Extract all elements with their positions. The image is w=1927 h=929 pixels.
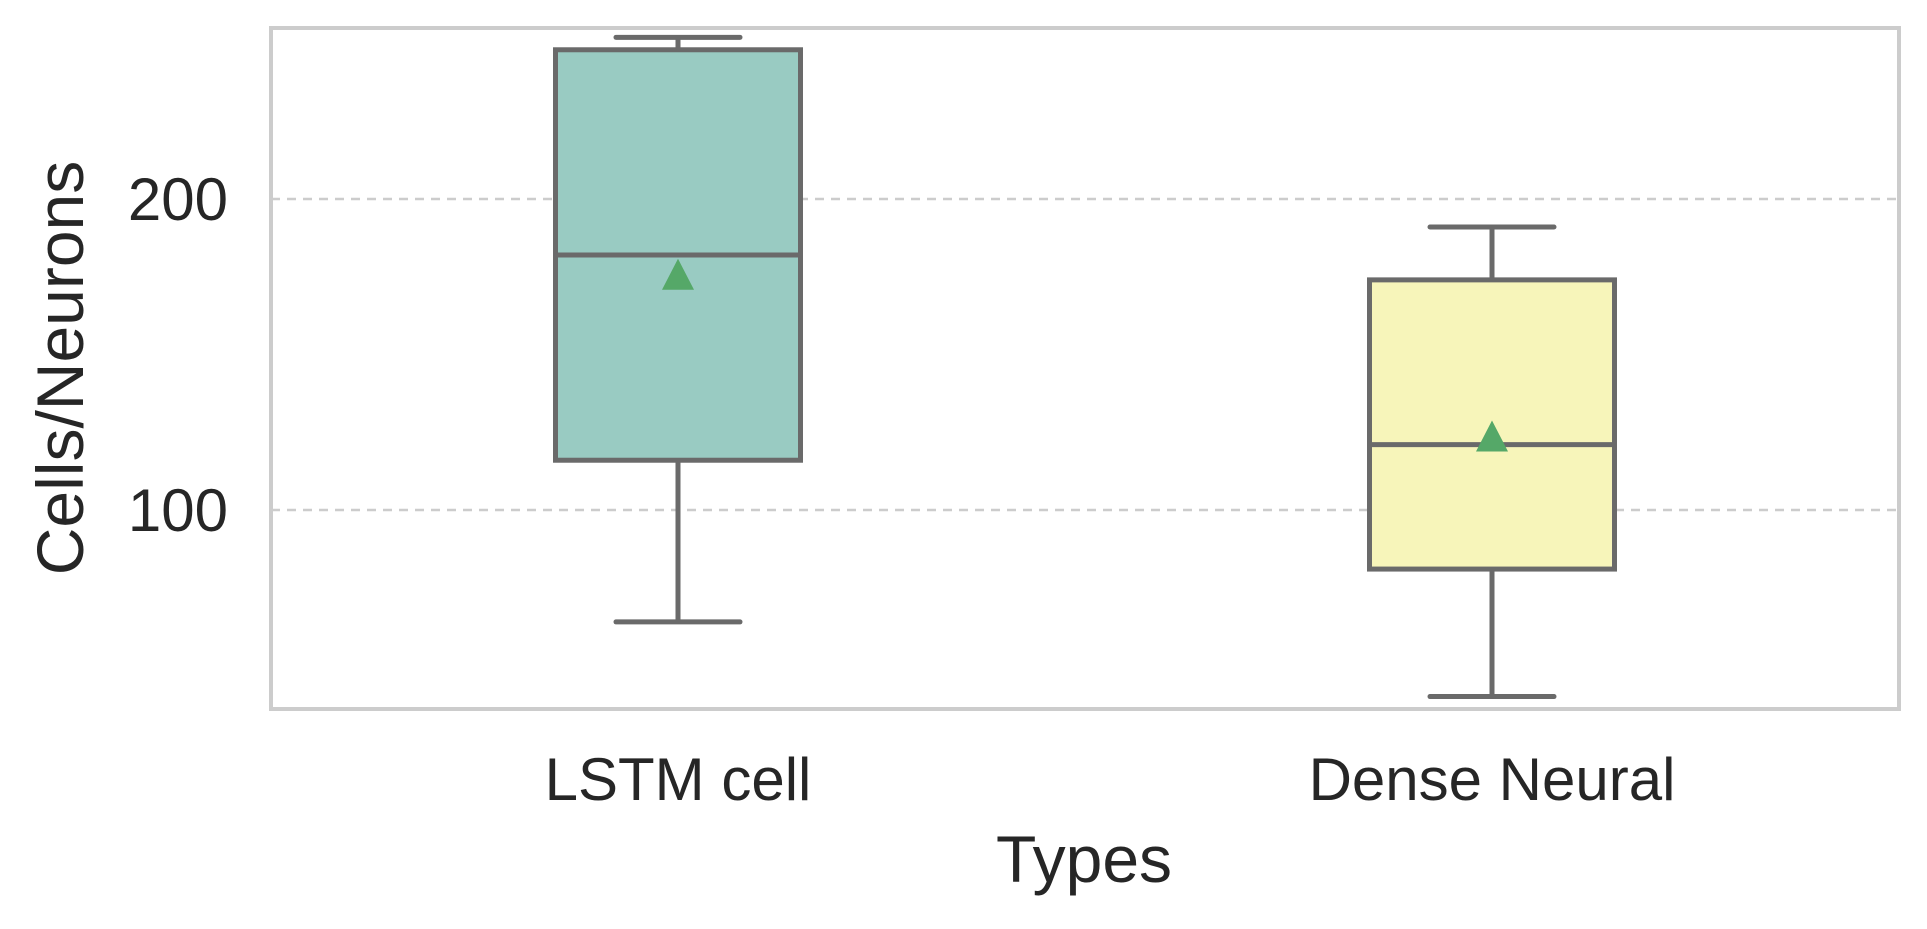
x-tick-label: Dense Neural bbox=[1309, 746, 1676, 813]
grid-lines bbox=[271, 197, 1899, 512]
x-tick-label: LSTM cell bbox=[545, 746, 812, 813]
box-group bbox=[553, 34, 803, 625]
y-axis-title: Cells/Neurons bbox=[23, 161, 97, 576]
mean-marker bbox=[662, 258, 694, 290]
mean-marker bbox=[1476, 420, 1508, 452]
y-tick-label: 100 bbox=[128, 477, 228, 544]
boxes bbox=[553, 34, 1617, 700]
y-tick-labels: 100 200 bbox=[128, 166, 228, 544]
x-axis-title: Types bbox=[996, 822, 1172, 896]
plot-frame bbox=[269, 26, 1901, 711]
box-group bbox=[1367, 224, 1617, 700]
y-tick-label: 200 bbox=[128, 166, 228, 233]
x-tick-labels: LSTM cell Dense Neural bbox=[545, 746, 1676, 813]
